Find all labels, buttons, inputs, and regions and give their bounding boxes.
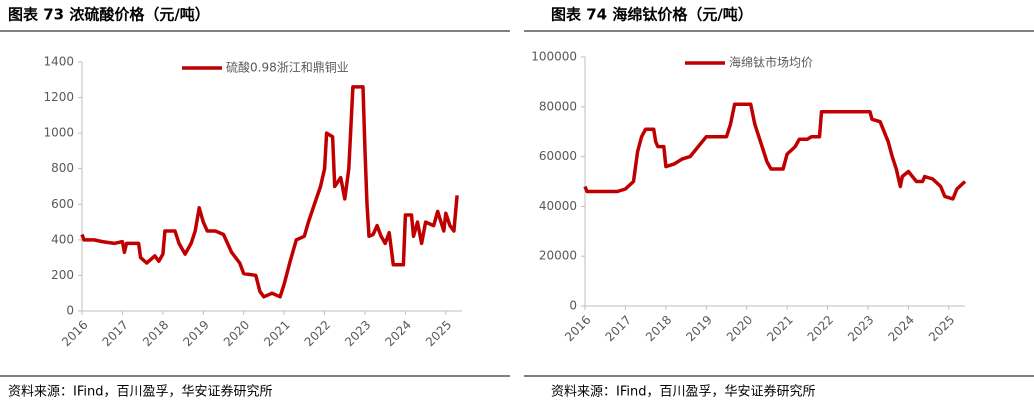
y-tick-label: 20000 (539, 249, 577, 263)
x-tick-label: 2016 (562, 313, 593, 344)
x-tick-label: 2018 (643, 313, 674, 344)
y-tick-label: 0 (569, 299, 577, 313)
x-tick-label: 2019 (180, 318, 211, 349)
y-tick-label: 1000 (43, 126, 74, 140)
y-tick-label: 40000 (539, 199, 577, 213)
source-note: 资料来源：IFind，百川盈孚，华安证券研究所 (8, 384, 272, 400)
data-line (80, 85, 459, 299)
x-tick-label: 2021 (261, 318, 292, 349)
x-tick-label: 2025 (926, 313, 957, 344)
x-tick-label: 2025 (423, 318, 454, 349)
legend-label: 硫酸0.98浙江和鼎铜业 (226, 60, 349, 75)
y-tick-label: 1200 (43, 90, 74, 104)
x-tick-label: 2022 (302, 318, 333, 349)
data-line (583, 102, 967, 201)
x-tick-label: 2024 (383, 318, 414, 349)
y-tick-label: 0 (66, 304, 74, 318)
x-tick-label: 2022 (805, 313, 836, 344)
x-tick-label: 2017 (100, 318, 131, 349)
x-tick-label: 2024 (886, 313, 917, 344)
y-tick-label: 400 (51, 232, 74, 246)
source-note: 资料来源：IFind，百川盈孚，华安证券研究所 (551, 384, 815, 400)
x-tick-label: 2023 (845, 313, 876, 344)
x-tick-label: 2017 (603, 313, 634, 344)
x-tick-label: 2020 (221, 318, 252, 349)
y-tick-label: 80000 (539, 99, 577, 113)
x-tick-label: 2020 (724, 313, 755, 344)
x-tick-label: 2019 (683, 313, 714, 344)
x-tick-label: 2018 (140, 318, 171, 349)
y-tick-label: 200 (51, 268, 74, 282)
y-tick-label: 600 (51, 197, 74, 211)
x-tick-label: 2021 (764, 313, 795, 344)
y-tick-label: 100000 (531, 50, 577, 64)
chart-title: 图表 74 海绵钛价格（元/吨） (551, 6, 753, 24)
y-tick-label: 60000 (539, 149, 577, 163)
chart-title: 图表 73 浓硫酸价格（元/吨） (8, 6, 210, 24)
legend-label: 海绵钛市场均价 (729, 55, 813, 70)
x-tick-label: 2023 (342, 318, 373, 349)
y-tick-label: 800 (51, 161, 74, 175)
x-tick-label: 2016 (59, 318, 90, 349)
y-tick-label: 1400 (43, 55, 74, 69)
